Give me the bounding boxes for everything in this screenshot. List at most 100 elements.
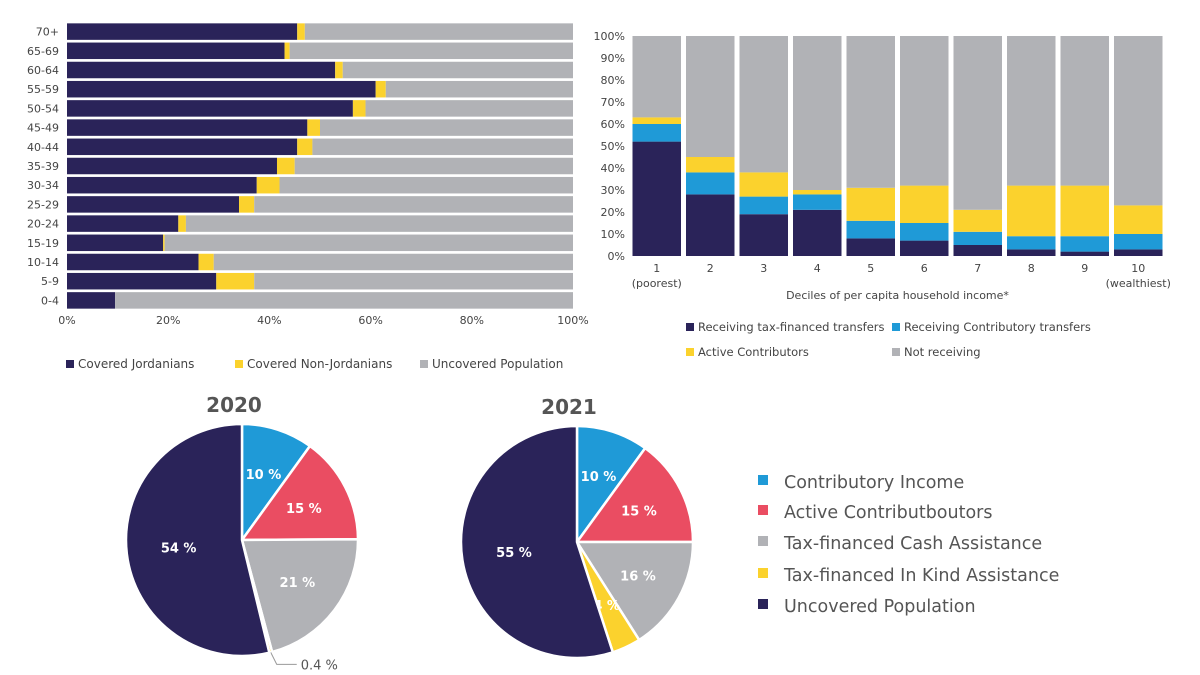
decile-tick-label: 8 xyxy=(1028,262,1035,275)
pie-chart-2020: 2020 10 % 15 % 21 % 0.4 % 54 % xyxy=(124,393,360,673)
age-bar-segment xyxy=(67,100,353,117)
age-bar-segment xyxy=(67,176,257,194)
decile-bar-segment xyxy=(686,194,735,256)
y-tick-label: 40% xyxy=(601,162,625,175)
pie-value-label: 0.4 % xyxy=(301,658,338,673)
decile-bar-segment xyxy=(900,36,949,186)
decile-bar-segment xyxy=(1114,36,1163,206)
decile-bar-segment xyxy=(900,185,949,223)
age-bar-segment xyxy=(256,176,280,194)
age-bar-segment xyxy=(213,253,574,271)
decile-sublabel: (poorest) xyxy=(632,277,682,290)
age-tick-label: 60-64 xyxy=(27,64,59,77)
pie-value-label: 54 % xyxy=(161,542,197,557)
legend-label: Receiving tax-financed transfers xyxy=(698,320,885,334)
decile-bar-segment xyxy=(1007,236,1056,250)
y-tick-label: 50% xyxy=(601,140,625,153)
age-bar-segment xyxy=(115,292,573,309)
legend-label: Active Contributors xyxy=(698,345,809,359)
age-tick-label: 70+ xyxy=(36,26,59,39)
y-tick-label: 100% xyxy=(594,30,625,43)
decile-bar-segment xyxy=(1060,36,1109,186)
decile-tick-label: 7 xyxy=(974,262,981,275)
age-bar-segment xyxy=(279,176,573,194)
pie-slice xyxy=(124,422,271,658)
decile-bar-segment xyxy=(793,190,842,195)
pie-value-label: 10 % xyxy=(581,470,617,485)
age-bar-segment xyxy=(294,157,573,175)
age-tick-label: 0-4 xyxy=(41,294,59,307)
decile-tick-label: 4 xyxy=(814,262,821,275)
legend-swatch xyxy=(758,568,768,578)
age-bar-segment xyxy=(254,196,573,213)
decile-tick-label: 2 xyxy=(707,262,714,275)
legend-swatch xyxy=(235,360,243,368)
pie-value-label: 55 % xyxy=(496,546,532,561)
age-bar-segment xyxy=(67,23,298,40)
age-tick-label: 35-39 xyxy=(27,160,59,173)
age-bar-segment xyxy=(67,42,285,60)
decile-bar-segment xyxy=(1007,249,1056,256)
age-bar-segment xyxy=(320,119,573,136)
age-bar-segment xyxy=(352,100,366,117)
age-bar-segment xyxy=(276,157,295,175)
decile-bar-segment xyxy=(1060,236,1109,252)
age-bar-segment xyxy=(342,61,573,79)
age-bar-segment xyxy=(385,80,573,98)
decile-bar-segment xyxy=(686,172,735,195)
decile-bar-segment xyxy=(1007,185,1056,237)
decile-bar-segment xyxy=(1060,251,1109,256)
decile-bar-segment xyxy=(1007,36,1056,186)
legend-swatch xyxy=(758,536,768,546)
legend-label: Active Contributboutors xyxy=(784,503,992,523)
age-bar-segment xyxy=(239,196,255,213)
y-tick-label: 0% xyxy=(608,250,625,263)
age-tick-label: 50-54 xyxy=(27,102,59,115)
pie-slice xyxy=(240,422,312,544)
decile-bar-segment xyxy=(846,238,895,256)
pie-slice xyxy=(574,540,695,642)
pie-slice xyxy=(239,444,360,542)
decile-bar-segment xyxy=(1114,205,1163,234)
y-tick-label: 30% xyxy=(601,184,625,197)
age-bar-segment xyxy=(67,292,116,309)
decile-bar-segment xyxy=(632,124,681,142)
age-bar-segment xyxy=(164,234,573,252)
decile-bar-segment xyxy=(953,245,1002,256)
age-bar-segment xyxy=(297,23,305,40)
decile-bar-segment xyxy=(686,36,735,157)
legend-swatch xyxy=(66,360,74,368)
y-tick-label: 80% xyxy=(601,74,625,87)
legend-swatch xyxy=(758,505,768,515)
decile-tick-label: 5 xyxy=(867,262,874,275)
decile-bar-segment xyxy=(953,209,1002,232)
age-bar-segment xyxy=(284,42,290,60)
decile-bar-segment xyxy=(900,223,949,241)
legend-label: Uncovered Population xyxy=(784,597,976,617)
decile-bar-segment xyxy=(1060,185,1109,237)
pie-value-label: 10 % xyxy=(246,468,282,483)
age-bar-segment xyxy=(254,272,573,290)
decile-bar-segment xyxy=(1114,249,1163,256)
legend-swatch xyxy=(758,599,768,609)
pie-title: 2020 xyxy=(206,393,262,417)
decile-bar-segment xyxy=(953,231,1002,245)
x-tick-label: 60% xyxy=(358,314,382,327)
decile-bar-segment xyxy=(739,36,788,173)
legend-label: Tax-financed In Kind Assistance xyxy=(783,566,1059,586)
age-tick-label: 55-59 xyxy=(27,83,59,96)
age-bar-segment xyxy=(67,119,308,136)
age-tick-label: 10-14 xyxy=(27,256,59,269)
pie-slice xyxy=(240,538,360,654)
decile-coverage-chart: 0% 10% 20% 30% 40% 50% 60% 70% 80% 90% 100% 1 (poore… xyxy=(594,30,1171,359)
age-bar-segment xyxy=(304,23,573,40)
decile-bar-segment xyxy=(739,214,788,256)
age-bar-segment xyxy=(307,119,320,136)
decile-bar-segment xyxy=(953,36,1002,210)
age-bar-segment xyxy=(312,138,573,156)
legend-label: Tax-financed Cash Assistance xyxy=(783,534,1042,554)
decile-tick-label: 9 xyxy=(1081,262,1088,275)
decile-bar-segment xyxy=(793,209,842,256)
